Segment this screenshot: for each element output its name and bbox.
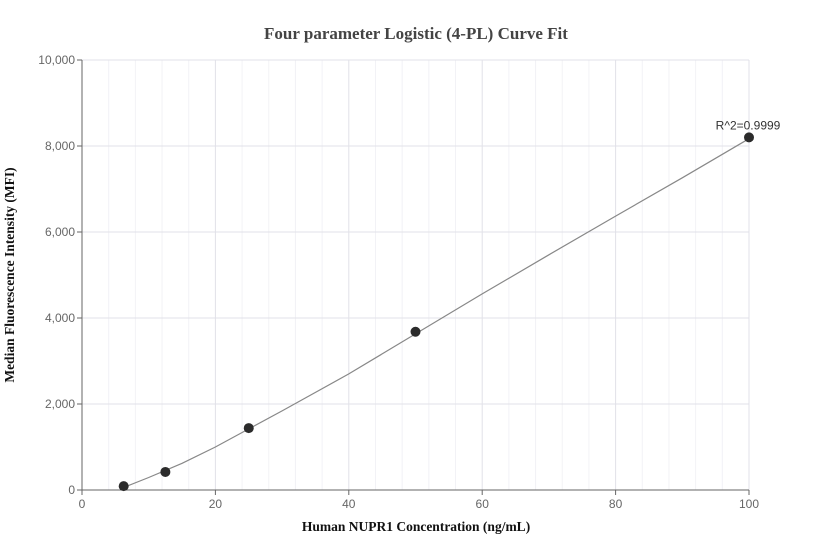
data-point (744, 132, 754, 143)
axes (81, 60, 749, 491)
y-tick-label: 6,000 (45, 225, 75, 239)
y-axis-title: Median Fluorescence Intensity (MFI) (2, 167, 17, 382)
y-tick-label: 4,000 (45, 311, 75, 325)
grid (82, 59, 750, 490)
chart-title: Four parameter Logistic (4-PL) Curve Fit (264, 24, 568, 43)
y-tick-label: 2,000 (45, 397, 75, 411)
data-point (410, 326, 421, 337)
x-tick-label: 40 (342, 497, 356, 511)
data-point (118, 481, 129, 492)
y-axis-ticks: 0 2,000 4,000 6,000 8,000 10,000 (38, 53, 82, 497)
data-point (160, 466, 171, 477)
x-tick-label: 60 (476, 497, 490, 511)
y-tick-label: 0 (68, 483, 75, 497)
y-tick-label: 10,000 (38, 53, 75, 67)
x-tick-label: 20 (209, 497, 223, 511)
x-tick-label: 100 (739, 497, 759, 511)
data-point (243, 423, 254, 434)
x-axis-title: Human NUPR1 Concentration (ng/mL) (302, 519, 530, 534)
fit-curve-line (123, 138, 750, 488)
y-tick-label: 8,000 (45, 139, 75, 153)
x-axis-ticks: 0 20 40 60 80 100 (79, 490, 759, 511)
x-tick-label: 80 (609, 497, 623, 511)
data-points (118, 132, 754, 492)
r-squared-annotation: R^2=0.9999 (716, 118, 781, 132)
x-tick-label: 0 (79, 497, 86, 511)
